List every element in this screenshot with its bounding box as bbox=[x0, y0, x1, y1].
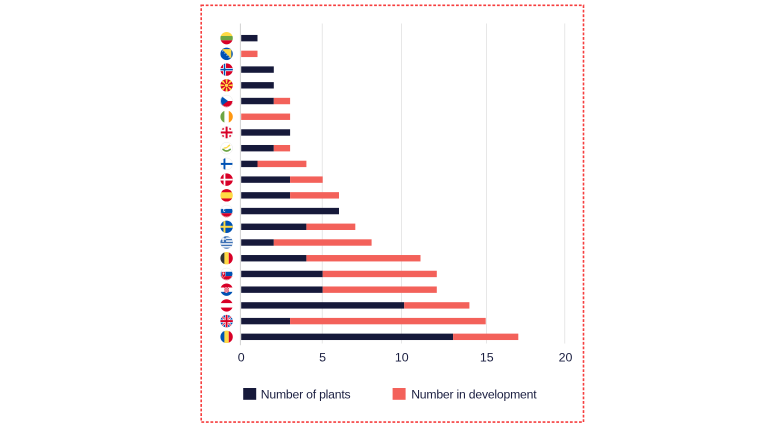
svg-text:0: 0 bbox=[238, 350, 245, 364]
svg-text:Number of plants: Number of plants bbox=[261, 388, 351, 402]
svg-text:10: 10 bbox=[395, 350, 409, 364]
svg-text:Number in development: Number in development bbox=[411, 388, 537, 402]
svg-text:5: 5 bbox=[319, 350, 326, 364]
svg-text:15: 15 bbox=[480, 350, 494, 364]
svg-text:20: 20 bbox=[559, 350, 573, 364]
